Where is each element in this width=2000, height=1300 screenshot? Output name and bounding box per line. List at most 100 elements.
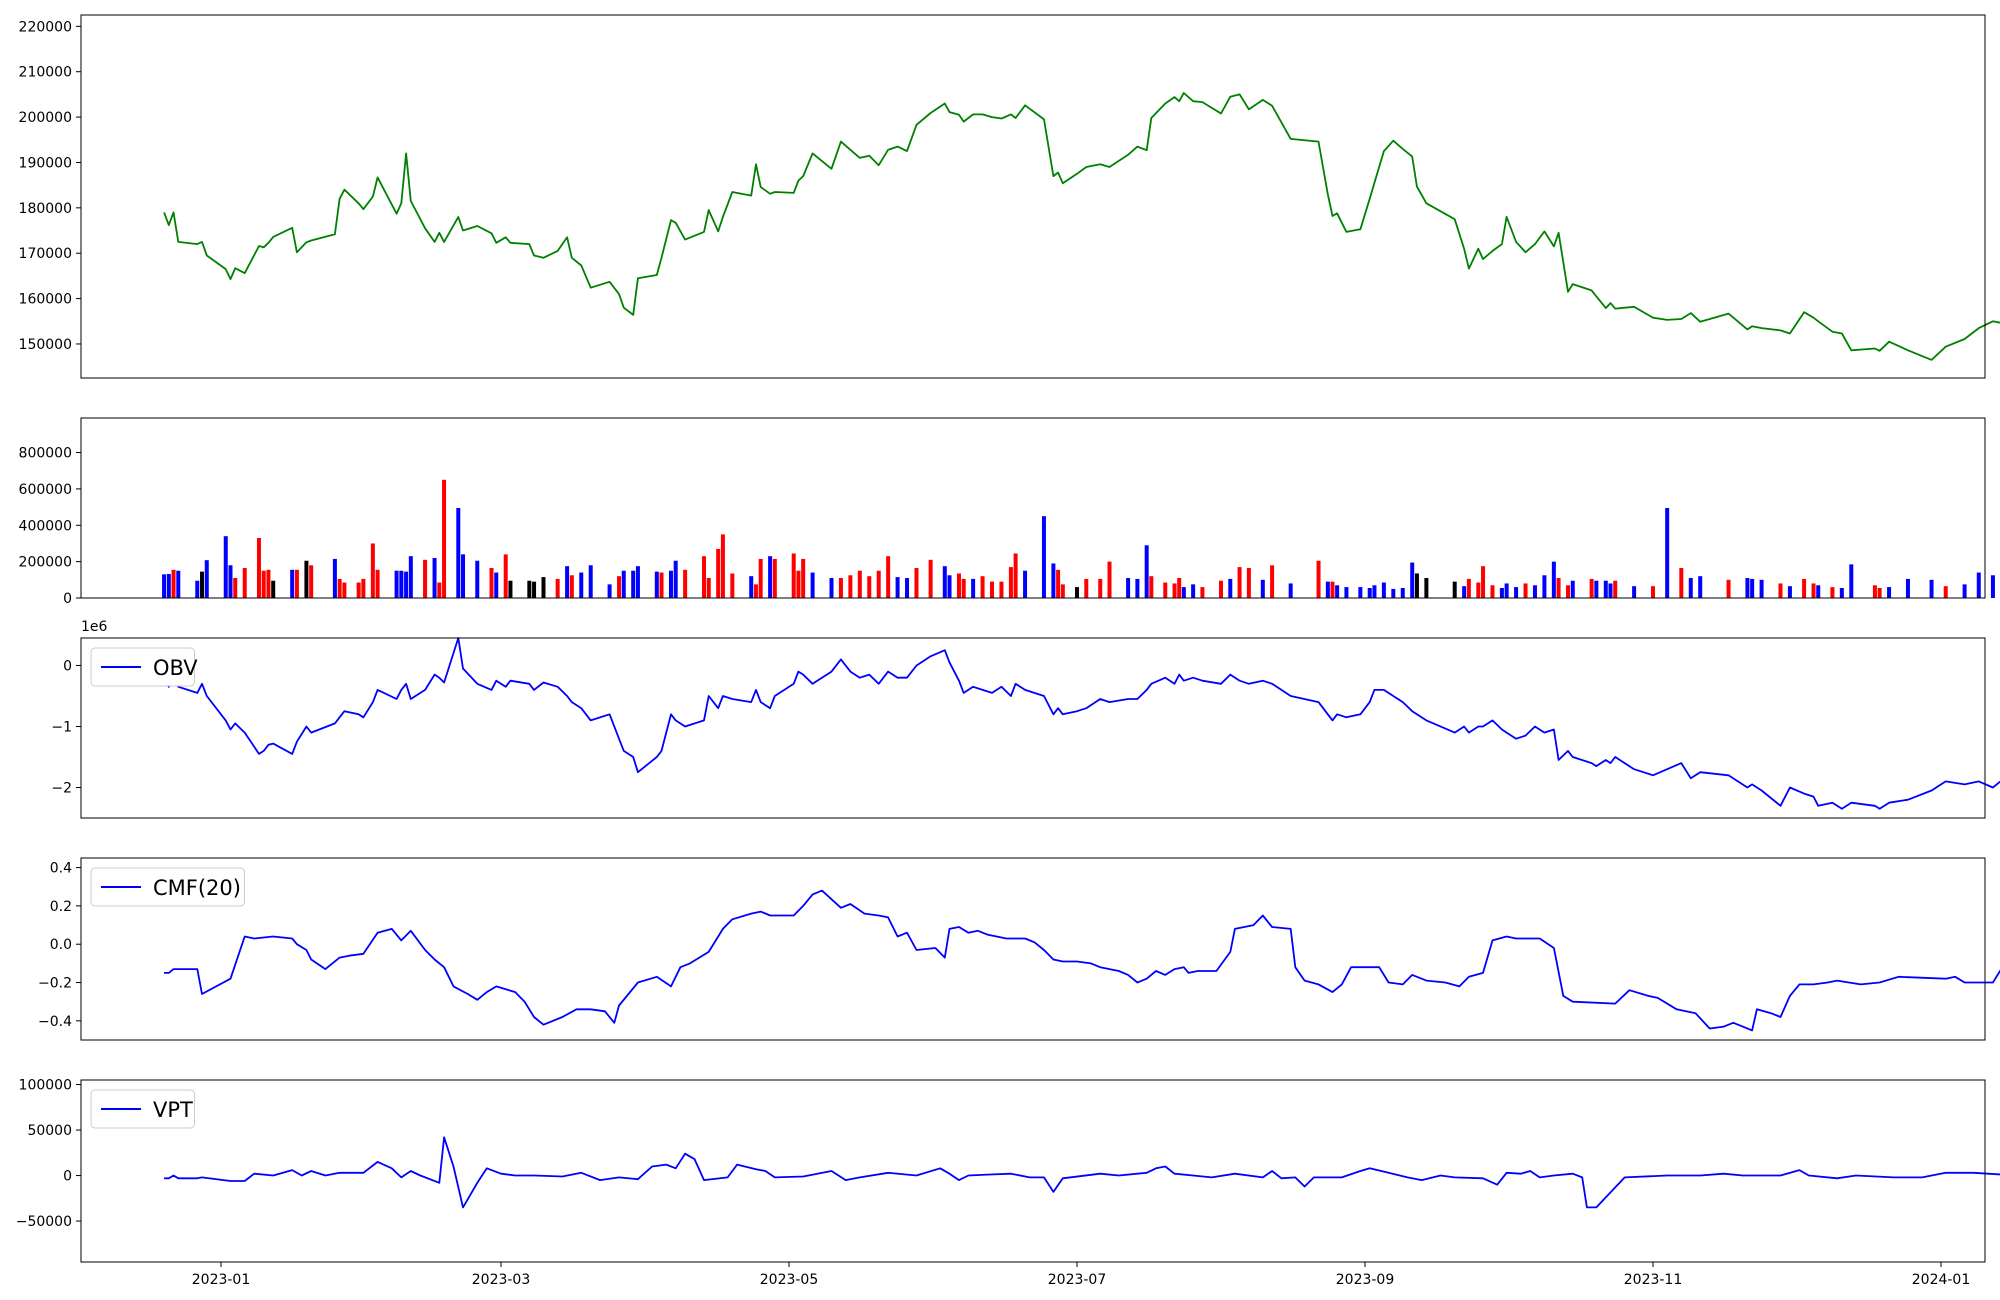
volume-bar [857,570,862,598]
volume-bar [494,572,499,598]
x-tick-label: 2024-01 [1912,1272,1971,1288]
volume-bar [1887,587,1892,598]
volume-bar [1288,583,1293,598]
volume-bar [1316,560,1321,598]
volume-bar [1270,565,1275,598]
volume-bar [532,581,537,598]
volume-bar [753,584,758,598]
volume-bar [1107,561,1112,598]
volume-bar [1962,584,1967,598]
volume-bar [980,576,985,598]
volume-bar [1726,579,1731,598]
volume-bar [1367,588,1372,598]
volume-bar [1872,585,1877,598]
volume-bar [1811,583,1816,598]
volume-bar [876,570,881,598]
volume-bar [1877,588,1882,598]
volume-bar [332,558,337,598]
cmf-y-tick-label: 0.0 [50,937,72,953]
price-axes-frame [80,14,1986,379]
volume-bar [1759,579,1764,598]
volume-bar [654,571,659,598]
volume-bar [659,572,664,598]
volume-bar [1191,584,1196,598]
obv-y-tick-label: −1 [51,719,72,735]
volume-bar [555,578,560,598]
volume-bar [489,568,494,598]
volume-bar [848,575,853,598]
volume-bar [1084,578,1089,598]
volume-bar [1905,578,1910,598]
volume-bar [706,578,711,598]
x-tick-label: 2023-07 [1048,1272,1107,1288]
volume-bar [442,479,447,598]
volume-bar [1144,545,1149,598]
volume-bar [942,566,947,598]
volume-bar [758,558,763,598]
volume-bar [271,580,276,598]
volume-bar [796,570,801,598]
volume-bar [1532,585,1537,598]
volume-bar [1504,583,1509,598]
price-y-tick-label: 170000 [19,246,72,262]
volume-bar [914,568,919,598]
volume-bar [1051,563,1056,598]
volume-bar [621,570,626,598]
volume-bar [1481,566,1486,598]
price-y-tick-label: 160000 [19,292,72,308]
volume-bar [607,584,612,598]
volume-bar [304,560,309,598]
volume-bar [1830,587,1835,598]
volume-bar [1566,585,1571,598]
volume-bar [702,556,707,598]
volume-bar [1060,584,1065,598]
volume-bar [768,556,773,598]
volume-bar [772,558,777,598]
volume-bar [1056,569,1061,598]
volume-bar [1325,581,1330,598]
volume-bar [617,576,622,598]
price-y-tick-label: 220000 [19,19,72,35]
volume-bar [503,554,508,598]
obv-y-tick-label: 0 [63,658,72,674]
x-tick-label: 2023-01 [192,1272,251,1288]
volume-y-tick-label: 400000 [19,518,72,534]
volume-bar [1462,586,1467,598]
volume-bar [1041,516,1046,598]
volume-bar [204,560,209,598]
cmf-y-tick-label: −0.2 [38,976,72,992]
volume-bar [1929,579,1934,598]
volume-bar [1589,578,1594,598]
volume-bar [294,569,299,598]
volume-bar [801,558,806,598]
volume-bar [1149,576,1154,598]
obv-series-line [163,637,2000,810]
volume-bar [1745,578,1750,598]
obv-y-tick-label: −2 [51,780,72,796]
price-y-tick-label: 180000 [19,201,72,217]
volume-bar [1613,580,1618,598]
volume-bar [1603,580,1608,598]
volume-bar [1608,583,1613,598]
volume-bar [195,580,200,598]
volume-bar [1556,578,1561,598]
vpt-y-tick-label: 50000 [27,1123,72,1139]
volume-bar [990,581,995,598]
volume-y-tick-label: 0 [63,591,72,607]
volume-bar [1849,564,1854,598]
volume-bar [1551,561,1556,598]
vpt-y-tick-label: 0 [63,1169,72,1185]
volume-bar [162,574,167,598]
volume-bar [1075,587,1079,598]
volume-bar [886,556,891,598]
volume-bar [1787,586,1792,598]
volume-bar [1246,568,1251,598]
volume-bar [1098,578,1103,598]
volume-bar [404,571,409,598]
obv-offset-label: 1e6 [81,619,108,635]
obv-legend-box [90,647,195,687]
volume-bar [342,582,347,598]
volume-bar [1381,582,1386,598]
obv-axes-frame [80,637,1986,819]
